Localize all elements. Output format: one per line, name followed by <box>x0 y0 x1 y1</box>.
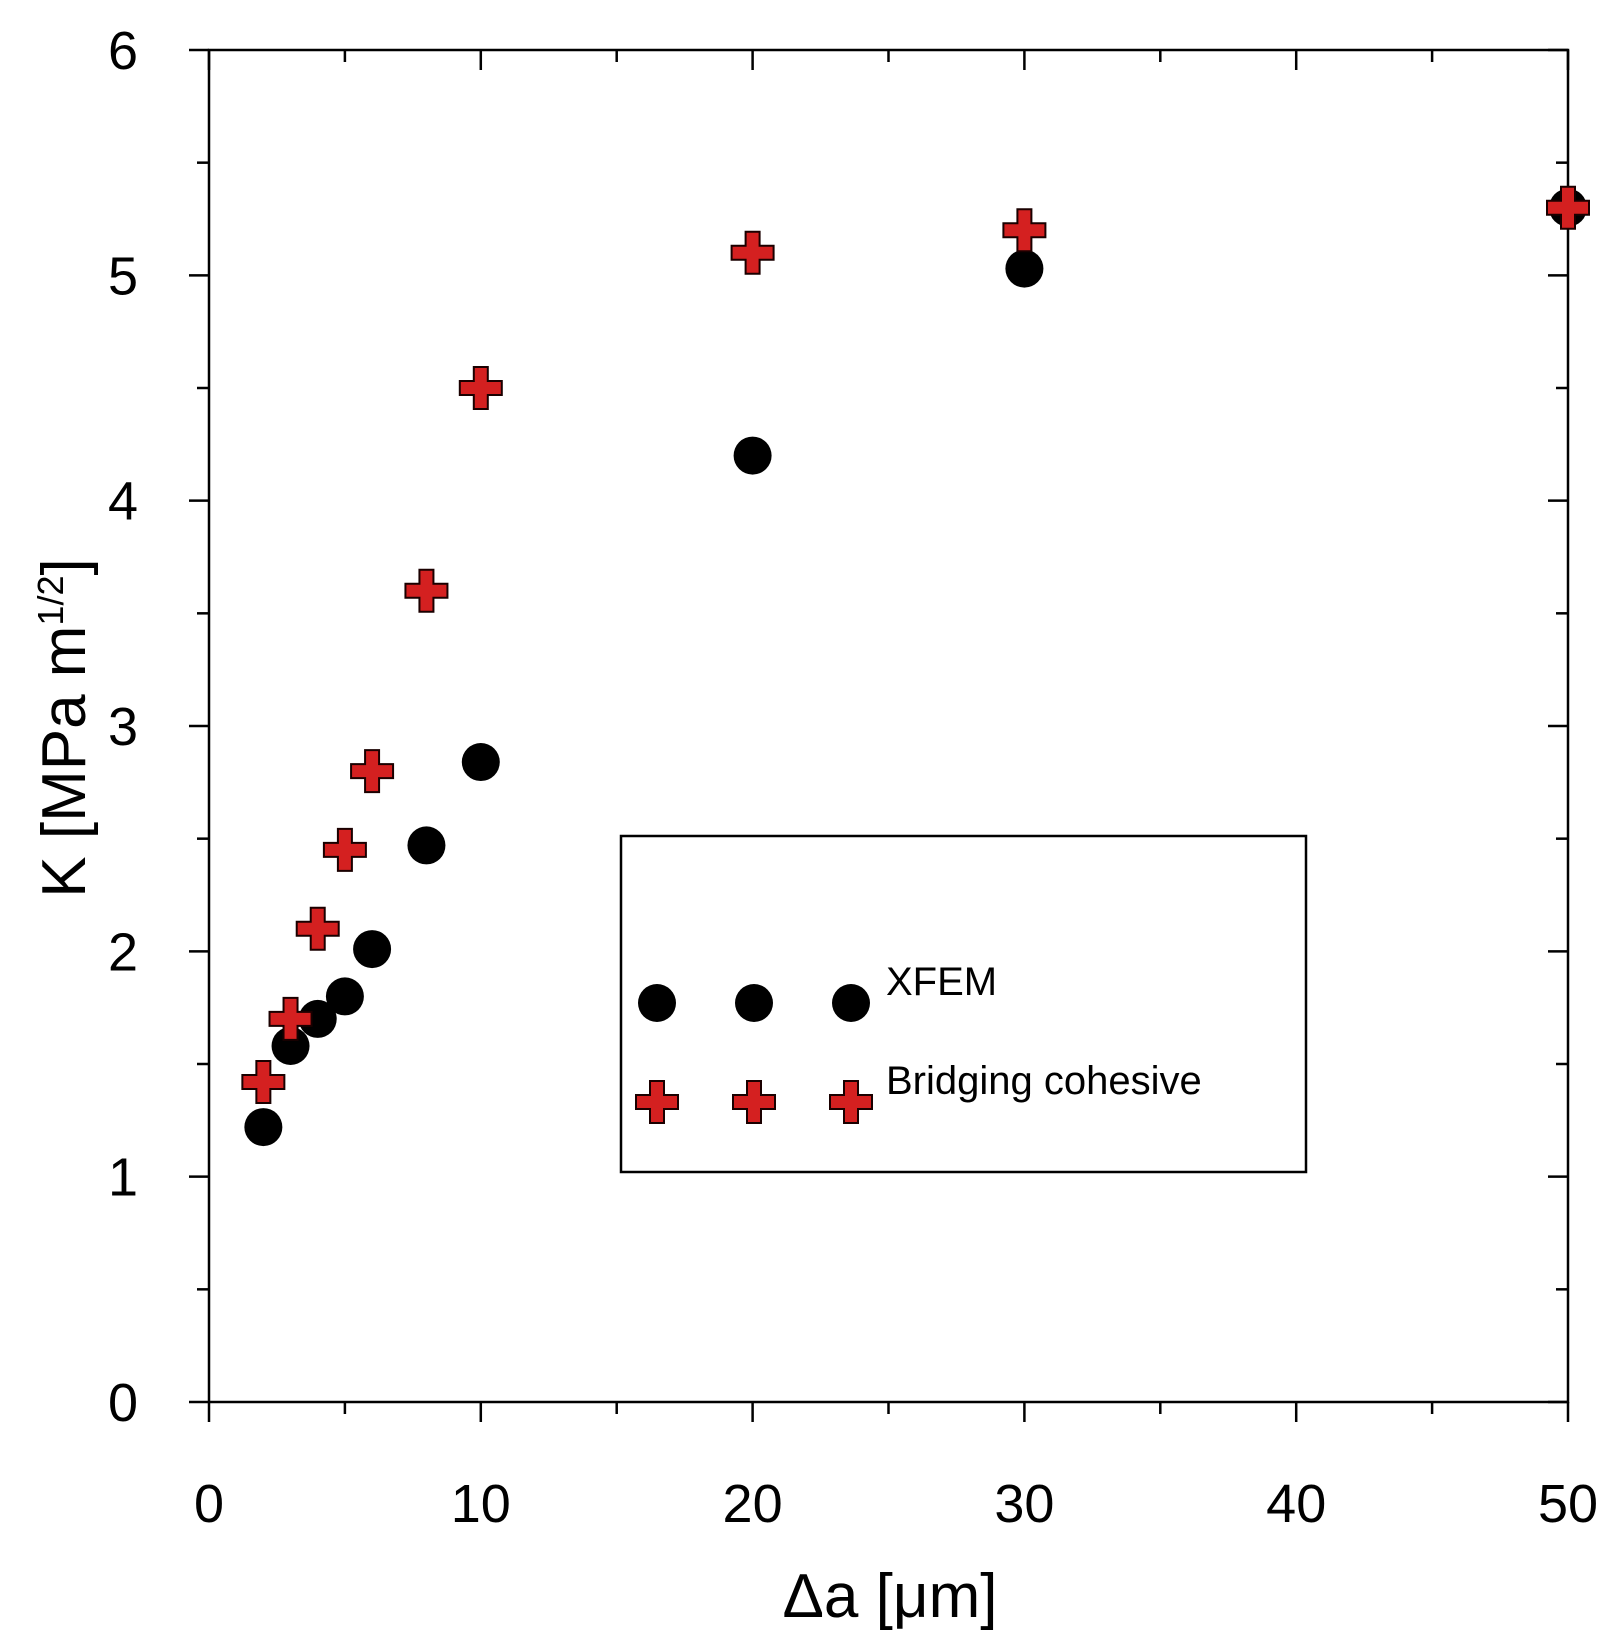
y-tick-label: 5 <box>108 246 138 306</box>
x-tick-label: 30 <box>994 1474 1054 1534</box>
legend: XFEM Bridging cohesive <box>619 834 1308 1174</box>
x-tick-label: 0 <box>194 1474 224 1534</box>
ticks <box>189 48 1570 1422</box>
xfem-point <box>325 977 364 1016</box>
y-axis-title: K [MPa m1/2] <box>30 558 99 897</box>
y-tick-label: 2 <box>108 922 138 982</box>
y-axis-title-main: K [MPa m <box>30 626 99 898</box>
y-tick-label: 1 <box>108 1148 138 1208</box>
legend-bridging-cohesive-marker <box>635 1080 679 1124</box>
legend-bridging-cohesive-marker <box>732 1080 776 1124</box>
y-axis-title-close: ] <box>30 558 99 575</box>
tick-labels: 0 10 20 30 40 50 0 1 2 3 4 5 6 <box>108 21 1598 1534</box>
y-axis-title-sup: 1/2 <box>30 576 71 626</box>
bridging-cohesive-point <box>295 906 340 951</box>
x-tick-label: 20 <box>723 1474 783 1534</box>
xfem-point <box>244 1108 283 1147</box>
xfem-point <box>407 826 446 865</box>
plot-frame <box>207 48 1570 1404</box>
y-tick-label: 4 <box>108 472 138 532</box>
bridging-cohesive-point <box>1002 208 1047 253</box>
legend-xfem-marker <box>735 984 773 1022</box>
bridging-cohesive-point <box>730 230 775 275</box>
legend-bridging-cohesive-marker <box>829 1080 873 1124</box>
data-points <box>241 185 1590 1147</box>
legend-xfem-marker <box>832 984 870 1022</box>
x-tick-label: 10 <box>451 1474 511 1534</box>
y-tick-label: 6 <box>108 21 138 81</box>
y-tick-label: 0 <box>108 1373 138 1433</box>
x-tick-label: 40 <box>1266 1474 1326 1534</box>
xfem-point <box>271 1026 310 1065</box>
xfem-point <box>298 999 337 1038</box>
bridging-cohesive-point <box>1546 185 1590 230</box>
bridging-cohesive-point <box>350 749 395 794</box>
x-axis-title: Δa [μm] <box>783 1562 998 1631</box>
legend-bridging-cohesive-label: Bridging cohesive <box>886 1059 1202 1103</box>
bridging-cohesive-point <box>322 827 367 872</box>
xfem-point <box>733 436 772 475</box>
legend-box <box>619 834 1308 1174</box>
legend-xfem-marker <box>638 984 676 1022</box>
xfem-point <box>353 930 392 969</box>
xfem-point <box>461 743 500 782</box>
bridging-cohesive-point <box>458 366 503 410</box>
x-tick-label: 50 <box>1538 1474 1598 1534</box>
bridging-cohesive-point <box>241 1060 286 1105</box>
bridging-cohesive-point <box>404 568 449 613</box>
legend-xfem-label: XFEM <box>886 960 997 1004</box>
y-tick-label: 3 <box>108 697 138 757</box>
xfem-point <box>1005 249 1044 288</box>
bridging-cohesive-point <box>268 996 313 1041</box>
axes <box>207 48 1570 1404</box>
